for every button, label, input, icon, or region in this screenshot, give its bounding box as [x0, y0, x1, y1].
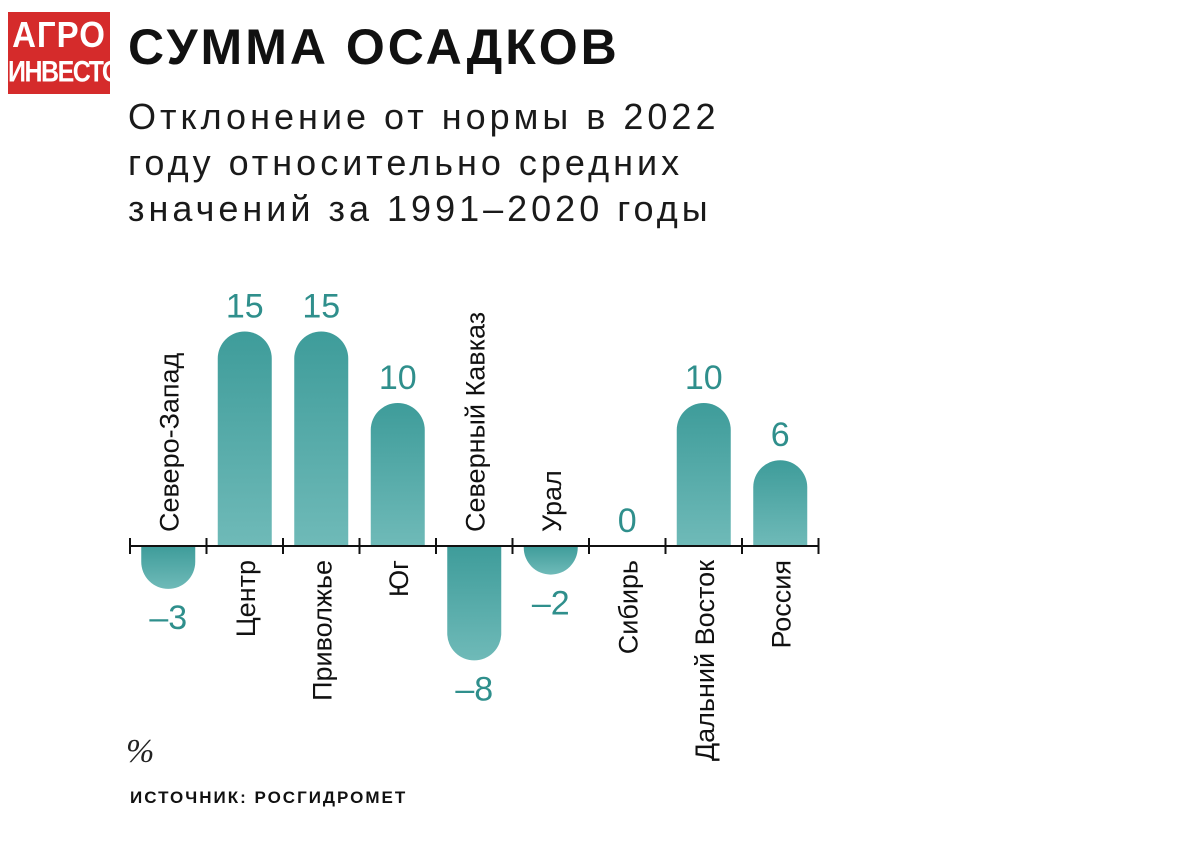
subtitle-line-3: значений за 1991–2020 годы	[128, 188, 712, 229]
category-label-7: Дальний Восток	[690, 560, 720, 761]
category-label-4: Северный Кавказ	[460, 312, 490, 532]
category-label-5: Урал	[537, 470, 567, 532]
chart-title: СУММА ОСАДКОВ	[128, 19, 620, 75]
category-label-1: Центр	[231, 560, 261, 637]
value-label-4: –8	[455, 670, 493, 708]
bar-1	[217, 331, 272, 546]
bar-7	[676, 403, 731, 546]
value-label-0: –3	[149, 599, 187, 637]
value-label-1: 15	[226, 288, 264, 326]
bar-8	[753, 460, 808, 546]
category-label-3: Юг	[384, 560, 414, 597]
chart-subtitle: Отклонение от нормы в 2022 году относите…	[128, 94, 719, 232]
source-note: ИСТОЧНИК: РОСГИДРОМЕТ	[130, 788, 408, 807]
bar-5	[523, 546, 578, 575]
unit-label: %	[126, 733, 155, 770]
value-label-2: 15	[302, 288, 340, 326]
category-label-6: Сибирь	[613, 560, 643, 654]
category-label-2: Приволжье	[307, 560, 337, 701]
value-label-8: 6	[771, 416, 790, 454]
value-label-6: 0	[618, 502, 637, 540]
value-label-5: –2	[532, 585, 570, 623]
bar-4	[447, 546, 502, 661]
bar-3	[370, 403, 425, 546]
subtitle-line-2: году относительно средних	[128, 142, 684, 183]
value-label-3: 10	[379, 359, 417, 397]
value-label-7: 10	[685, 359, 723, 397]
bar-2	[294, 331, 349, 546]
subtitle-line-1: Отклонение от нормы в 2022	[128, 96, 720, 137]
logo-line-1: АГРО	[12, 14, 106, 55]
bar-0	[141, 546, 196, 589]
category-label-0: Северо-Запад	[154, 352, 184, 532]
category-label-8: Россия	[766, 560, 796, 649]
